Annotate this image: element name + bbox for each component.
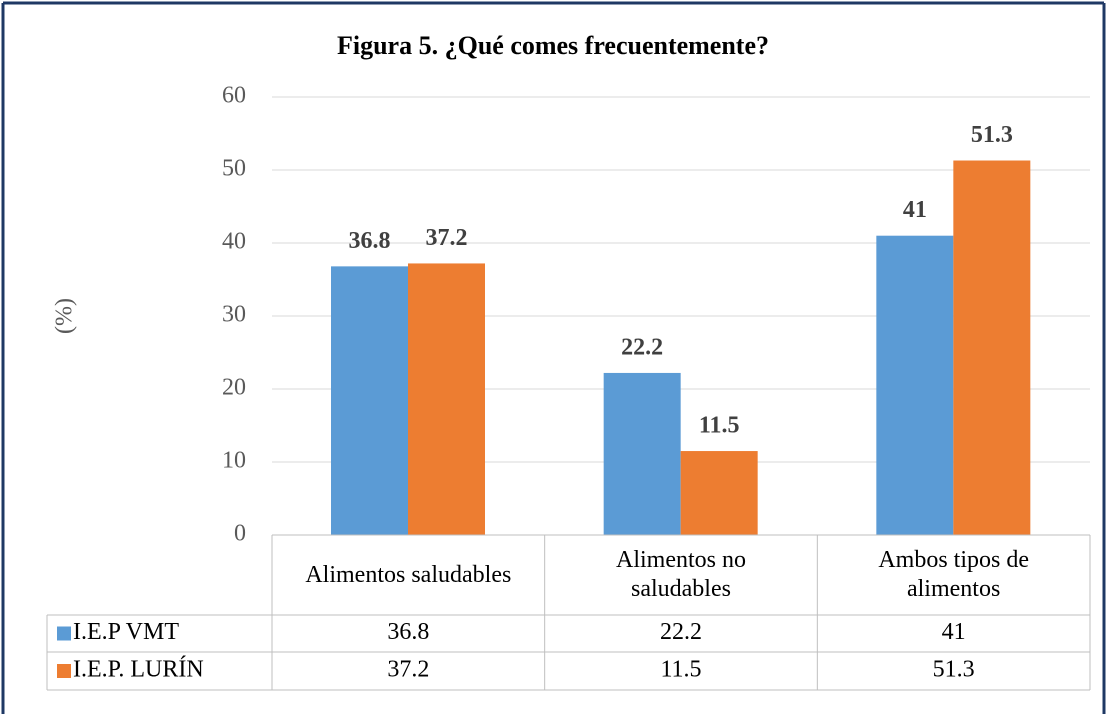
y-axis-label: (%)	[52, 298, 78, 334]
data-label: 41	[903, 197, 927, 223]
y-tick-label: 0	[234, 521, 246, 547]
table-cell: 36.8	[387, 619, 429, 645]
data-label: 22.2	[621, 334, 663, 360]
data-label: 51.3	[971, 122, 1013, 148]
x-tick-label: Alimentos saludables	[305, 561, 512, 588]
bar	[680, 451, 758, 535]
y-tick-label: 50	[222, 156, 246, 182]
data-label: 37.2	[426, 225, 468, 251]
y-tick-label: 40	[222, 229, 246, 255]
x-tick-label: Ambos tipos de alimentos	[878, 547, 1029, 602]
bar	[331, 266, 408, 535]
bar	[876, 235, 954, 535]
legend-label: I.E.P. LURÍN	[73, 657, 204, 683]
data-label: 36.8	[349, 228, 391, 254]
bar	[408, 263, 485, 535]
chart-title: Figura 5. ¿Qué comes frecuentemente?	[337, 31, 769, 60]
y-tick-label: 10	[222, 448, 246, 474]
table-cell: 37.2	[387, 657, 429, 683]
y-tick-label: 20	[222, 375, 246, 401]
bar	[953, 160, 1031, 535]
data-label: 11.5	[699, 413, 740, 439]
table-cell: 22.2	[660, 619, 702, 645]
bar	[603, 372, 681, 535]
x-tick-label: Alimentos no saludables	[615, 547, 746, 602]
table-cell: 51.3	[933, 657, 975, 683]
legend-swatch	[57, 626, 71, 641]
table-cell: 41	[942, 619, 966, 645]
legend-label: I.E.P VMT	[73, 619, 179, 645]
legend-swatch	[57, 664, 71, 678]
y-tick-label: 30	[222, 302, 246, 328]
y-tick-label: 60	[222, 83, 246, 109]
table-cell: 11.5	[660, 657, 701, 683]
